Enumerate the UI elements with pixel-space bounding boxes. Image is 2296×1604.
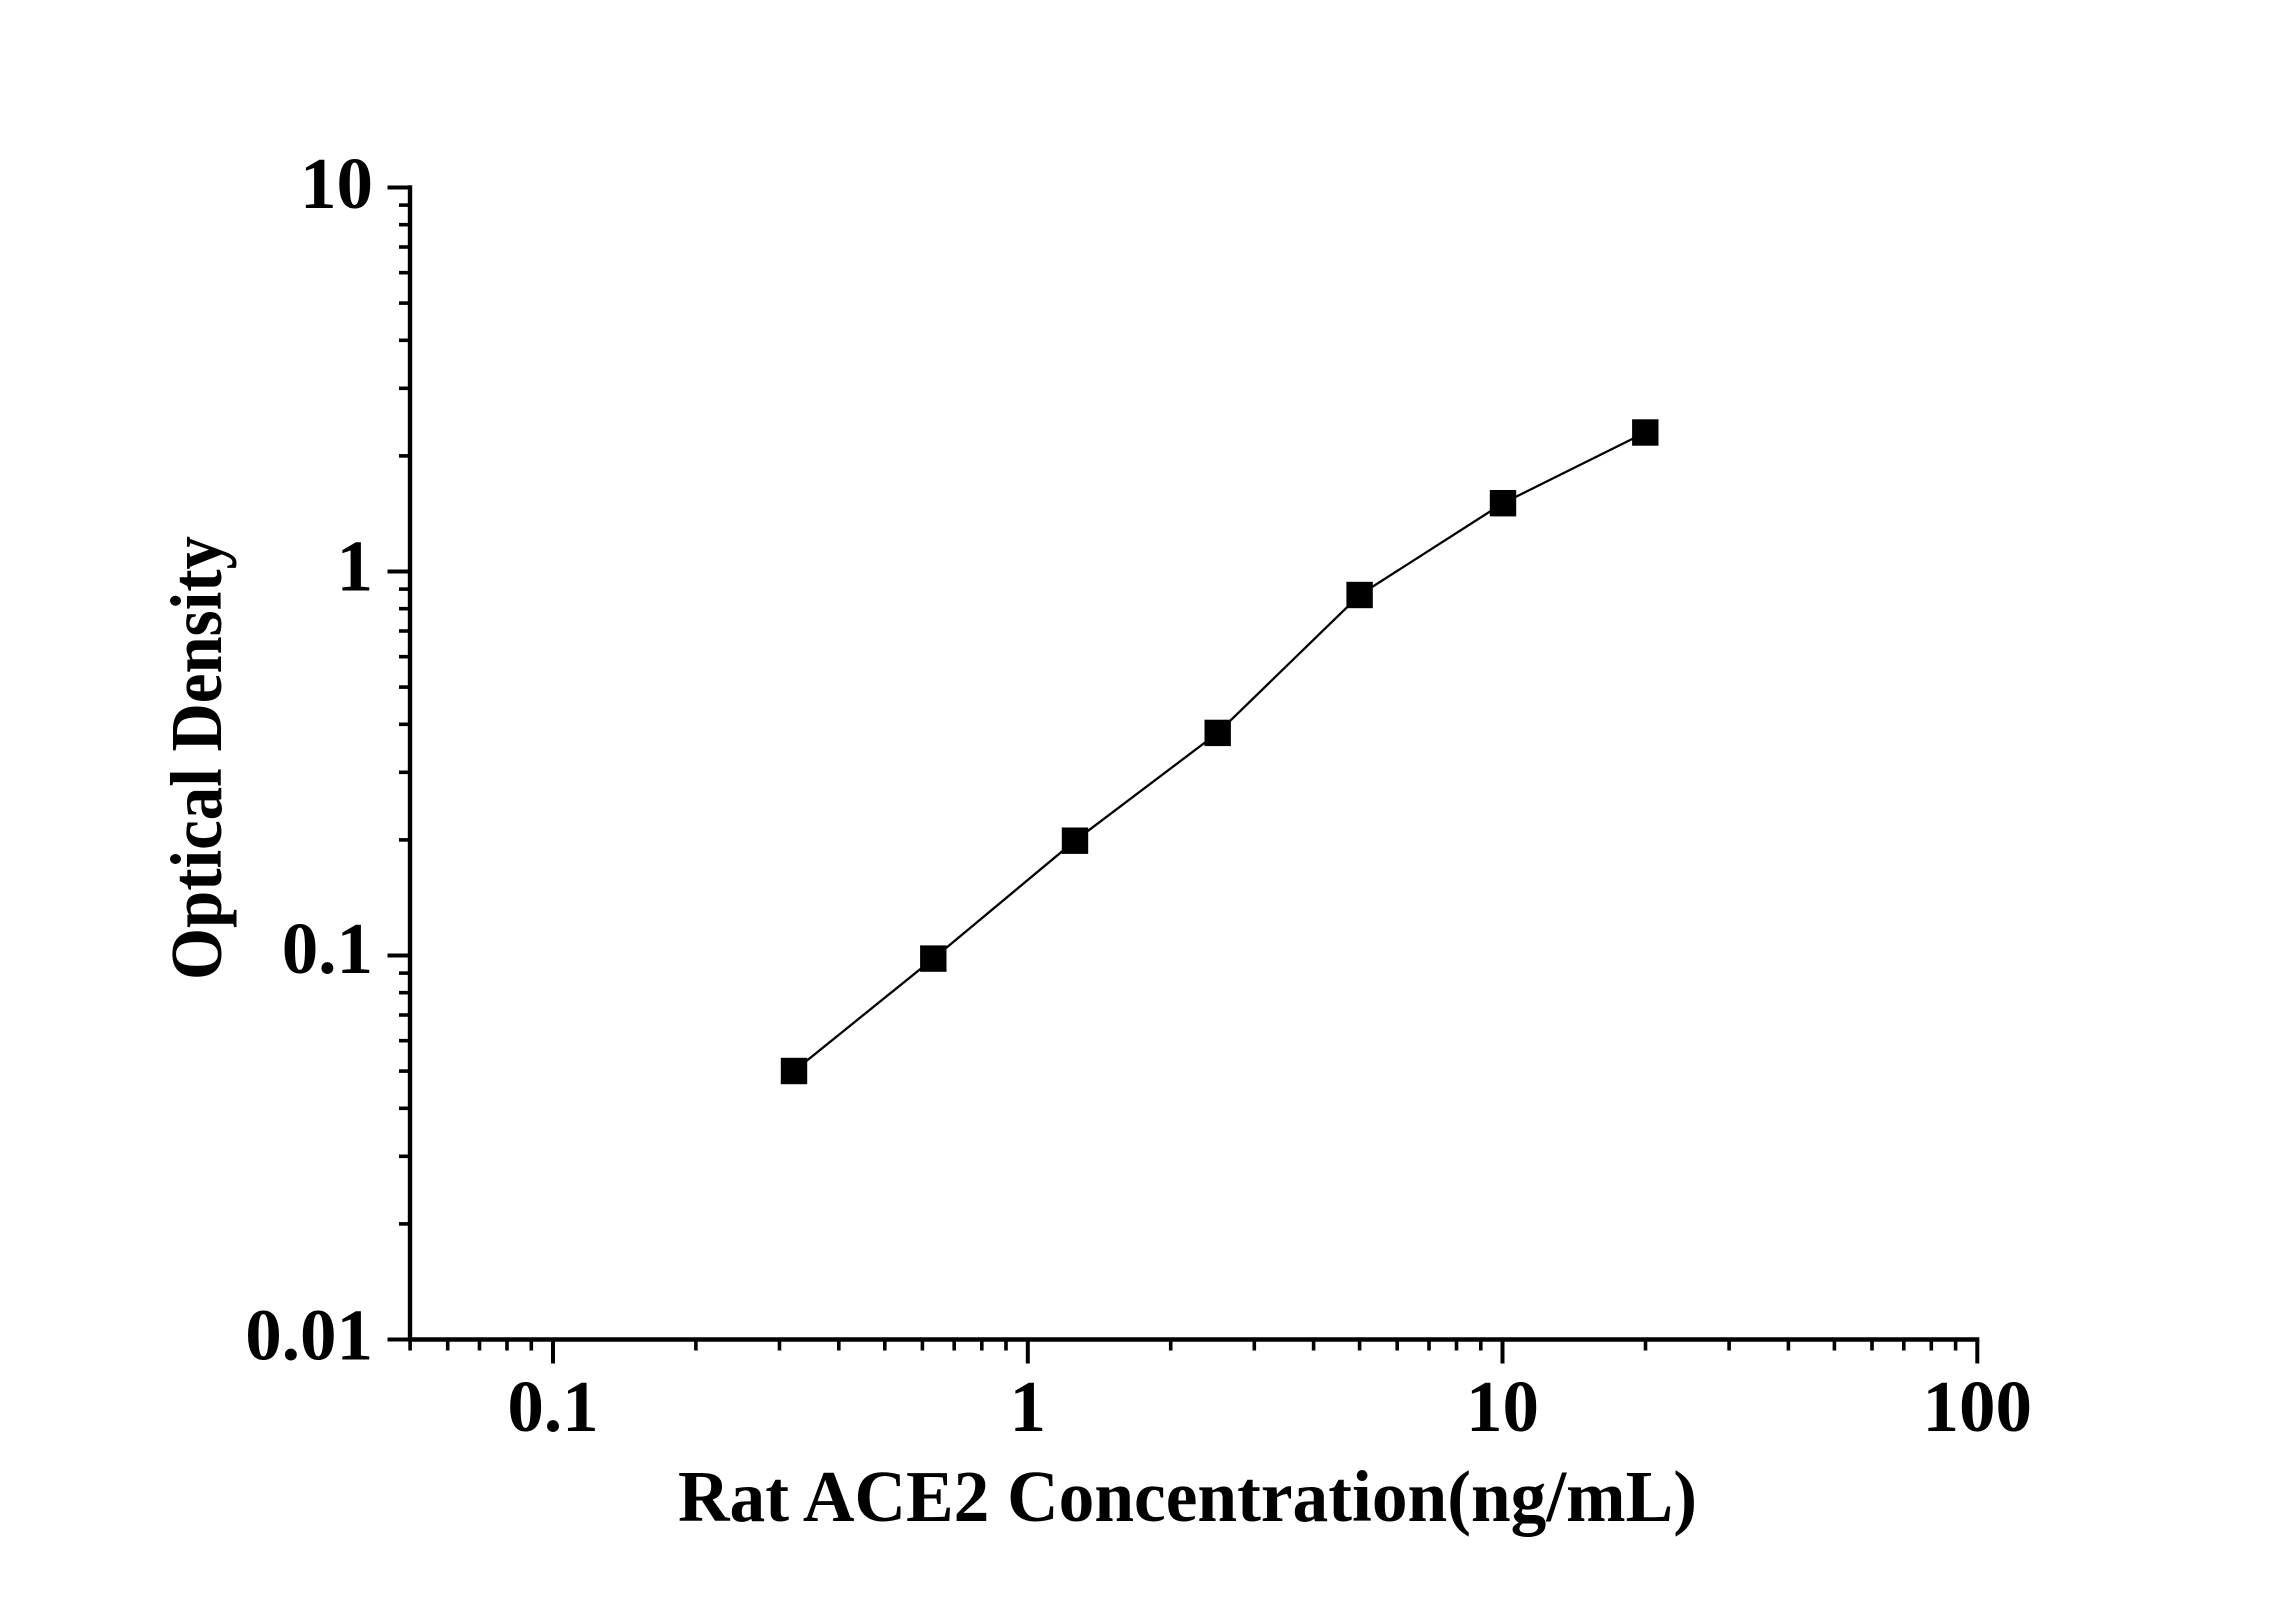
svg-text:100: 100 xyxy=(1923,1366,2033,1447)
svg-text:0.01: 0.01 xyxy=(245,1295,373,1376)
svg-text:Rat ACE2 Concentration(ng/mL): Rat ACE2 Concentration(ng/mL) xyxy=(678,1456,1697,1537)
svg-text:1: 1 xyxy=(337,526,374,607)
svg-text:10: 10 xyxy=(1466,1366,1539,1447)
svg-text:1: 1 xyxy=(1010,1366,1047,1447)
svg-text:0.1: 0.1 xyxy=(282,908,373,989)
svg-text:10: 10 xyxy=(300,143,373,224)
svg-text:Optical Density: Optical Density xyxy=(156,536,237,980)
svg-text:0.1: 0.1 xyxy=(507,1366,598,1447)
